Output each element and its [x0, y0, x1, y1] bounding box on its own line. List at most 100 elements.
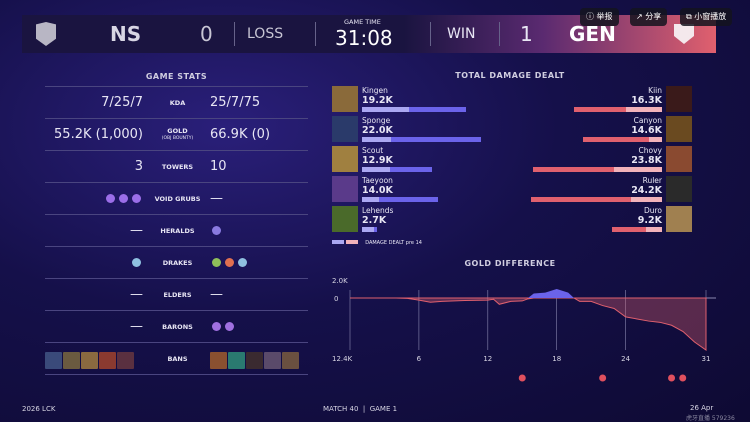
left-value: 7/25/7 [101, 95, 143, 110]
player-portrait [666, 146, 692, 172]
champion-ban-portrait [99, 352, 116, 369]
damage-pre14-bar [625, 107, 662, 112]
right-value: — [210, 191, 223, 206]
stat-label: GOLD (OBJ BOUNTY) [161, 127, 194, 141]
damage-bar [583, 137, 662, 142]
game-time: 31:08 [335, 26, 393, 50]
damage-row-left: Sponge 22.0K [332, 116, 492, 146]
damage-pre14-bar [362, 227, 374, 232]
player-name: Chovy [638, 146, 662, 155]
left-value: — [130, 287, 143, 302]
stat-row-elders: — — ELDERS [45, 279, 308, 311]
share-icon: ↗ [636, 12, 646, 21]
mini-window-button[interactable]: ⧉ 小窗播放 [680, 8, 733, 26]
champion-ban-portrait [81, 352, 98, 369]
stat-label: VOID GRUBS [154, 195, 201, 203]
cloud-drake-icon [238, 258, 247, 267]
atakhan-icon [679, 374, 687, 382]
damage-value: 23.8K [631, 155, 662, 166]
player-portrait [666, 176, 692, 202]
gen-logo [674, 24, 694, 44]
stat-label: TOWERS [161, 163, 194, 171]
damage-value: 14.0K [362, 185, 393, 196]
left-team-name: NS [110, 22, 142, 46]
damage-bar [531, 197, 662, 202]
right-team-result: WIN [447, 26, 476, 42]
damage-bar [362, 167, 432, 172]
stat-label: BARONS [162, 323, 193, 331]
player-portrait [332, 86, 358, 112]
player-portrait [332, 116, 358, 142]
y-label-zero: 0 [334, 295, 338, 303]
legend-swatch-blue [332, 240, 344, 244]
left-team-score: 0 [200, 22, 213, 46]
y-label-bottom: 12.4K [332, 355, 353, 363]
report-icon: ⓘ [586, 12, 597, 21]
player-name: Duro [643, 206, 662, 215]
herald-icon [518, 374, 526, 382]
right-value: 66.9K (0) [210, 127, 271, 142]
stat-label: HERALDS [160, 227, 195, 235]
stat-row-barons: — BARONS [45, 311, 308, 343]
stat-row-drakes: DRAKES [45, 247, 308, 279]
damage-title: TOTAL DAMAGE DEALT [455, 71, 565, 80]
report-button[interactable]: ⓘ 举报 [580, 8, 619, 26]
left-value: — [130, 319, 143, 334]
player-name: Lehends [362, 206, 394, 215]
stat-label: DRAKES [162, 259, 193, 267]
damage-value: 14.6K [631, 125, 662, 136]
gold-lead-area [350, 289, 706, 298]
damage-row-right: Ruler 24.2K [520, 176, 692, 206]
damage-row-right: Kiin 16.3K [520, 86, 692, 116]
stat-row-towers: 3 10 TOWERS [45, 151, 308, 183]
grub-icon [119, 194, 128, 203]
player-name: Canyon [633, 116, 662, 125]
damage-row-right: Canyon 14.6K [520, 116, 692, 146]
baron-icon [599, 374, 607, 382]
infernal-drake-icon [225, 258, 234, 267]
right-value: — [210, 287, 223, 302]
damage-row-left: Taeyoon 14.0K [332, 176, 492, 206]
damage-value: 16.3K [631, 95, 662, 106]
damage-value: 9.2K [637, 215, 662, 226]
stat-row-bans: BANS [45, 343, 308, 375]
baron-icon [225, 322, 234, 331]
champion-ban-portrait [264, 352, 281, 369]
damage-pre14-bar [613, 167, 662, 172]
x-tick-label: 24 [621, 355, 630, 363]
damage-pre14-bar [631, 197, 662, 202]
legend-label: DAMAGE DEALT pre 14 [365, 240, 422, 246]
player-name: Sponge [362, 116, 391, 125]
champion-ban-portrait [45, 352, 62, 369]
right-team-name: GEN [569, 22, 616, 46]
share-button[interactable]: ↗ 分享 [630, 8, 668, 26]
chemtech-drake-icon [212, 258, 221, 267]
damage-legend: DAMAGE DEALT pre 14 [332, 240, 422, 246]
left-value: 55.2K (1,000) [54, 127, 143, 142]
right-team-score: 1 [520, 22, 533, 46]
left-bans [45, 350, 135, 369]
damage-pre14-bar [645, 227, 662, 232]
right-value [210, 247, 249, 279]
champion-ban-portrait [210, 352, 227, 369]
left-value [130, 247, 143, 279]
y-label-top: 2.0K [332, 277, 348, 285]
damage-value: 19.2K [362, 95, 393, 106]
damage-bar [362, 197, 438, 202]
mini-window-icon: ⧉ [686, 12, 695, 21]
watermark: 虎牙直播 579236 [686, 415, 735, 422]
baron-icon [212, 322, 221, 331]
damage-value: 22.0K [362, 125, 393, 136]
damage-bar [612, 227, 662, 232]
champion-ban-portrait [246, 352, 263, 369]
damage-bar [533, 167, 662, 172]
champion-ban-portrait [228, 352, 245, 369]
player-portrait [666, 116, 692, 142]
damage-value: 12.9K [362, 155, 393, 166]
stat-row-heralds: — HERALDS [45, 215, 308, 247]
ns-logo [36, 22, 56, 46]
damage-row-left: Lehends 2.7K [332, 206, 492, 236]
stat-row-void-grubs: — VOID GRUBS [45, 183, 308, 215]
left-value: — [130, 223, 143, 238]
right-bans [210, 350, 300, 369]
